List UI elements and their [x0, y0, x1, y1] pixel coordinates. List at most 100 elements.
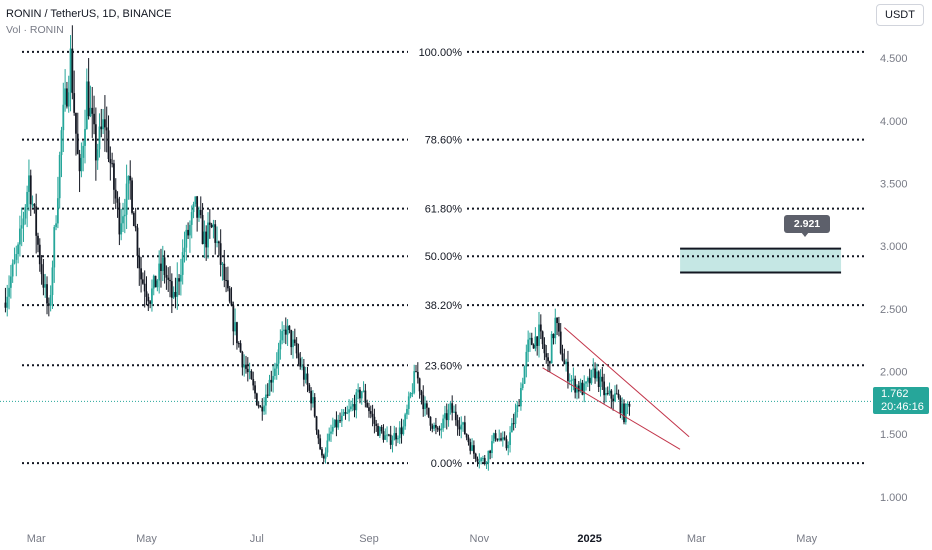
candle-body: [597, 371, 600, 387]
candle-body: [467, 437, 470, 443]
volume-indicator-label[interactable]: Vol · RONIN: [6, 24, 64, 36]
candle-body: [181, 252, 184, 275]
candle-body: [317, 430, 320, 439]
candle-body: [458, 426, 461, 430]
time-tick-label: May: [796, 533, 817, 545]
candle-body: [60, 130, 63, 156]
candle-body: [58, 155, 61, 199]
candle-body: [331, 426, 334, 432]
candle-body: [243, 364, 246, 368]
candle-body: [592, 368, 595, 371]
candle-body: [116, 198, 119, 203]
price-axis[interactable]: 4.500 4.000 3.500 3.000 2.500 2.000 1.500 1.000: [880, 53, 908, 504]
falling-wedge: [542, 327, 690, 450]
candle-body: [223, 263, 226, 281]
candle-body: [378, 427, 381, 436]
candle-body: [152, 275, 155, 289]
candle-body: [521, 383, 524, 389]
candle-body: [605, 393, 607, 396]
candle-body: [474, 453, 477, 459]
candle-body: [489, 450, 492, 454]
candle-body: [198, 209, 200, 218]
fib-level-label: 50.00%: [425, 251, 463, 263]
candle-body: [189, 224, 191, 236]
candle-body: [348, 409, 350, 413]
candle-body: [525, 351, 528, 367]
time-axis[interactable]: Mar May Jul Sep Nov 2025 Mar May: [27, 533, 818, 545]
candle-body: [340, 415, 343, 422]
last-price-value: 1.762: [881, 388, 909, 400]
candle-body: [534, 336, 537, 349]
candle-body: [339, 420, 341, 422]
candle-body: [530, 337, 533, 345]
candle-body: [344, 412, 347, 414]
candle-body: [469, 442, 472, 451]
candle-body: [53, 227, 56, 268]
candle-body: [359, 389, 361, 399]
candle-body: [73, 93, 76, 113]
candle-body: [216, 241, 218, 243]
candle-body: [539, 324, 542, 332]
price-tick-label: 2.500: [880, 304, 908, 316]
currency-button[interactable]: USDT: [876, 4, 924, 26]
candle-body: [565, 361, 568, 365]
candle-body: [237, 343, 240, 345]
candle-body: [261, 407, 264, 412]
candle-body: [127, 175, 130, 184]
candle-body: [389, 434, 392, 445]
candle-body: [574, 378, 577, 393]
candle-body: [132, 212, 135, 227]
candle-body: [321, 449, 323, 456]
time-tick-label: Mar: [27, 533, 46, 545]
candle-body: [140, 268, 142, 280]
candle-body: [402, 426, 405, 435]
candle-body: [179, 274, 182, 282]
candle-body: [435, 424, 437, 428]
candle-body: [24, 207, 27, 219]
candle-body: [203, 231, 206, 245]
candle-body: [342, 412, 345, 416]
candle-body: [143, 283, 146, 292]
candle-body: [104, 119, 106, 128]
candle-body: [386, 434, 388, 436]
candle-body: [145, 291, 148, 297]
candle-body: [252, 379, 255, 386]
candle-body: [451, 403, 454, 413]
candle-body: [91, 107, 94, 114]
candle-body: [245, 364, 247, 369]
fib-label-bg: [408, 248, 466, 264]
candle-body: [134, 226, 137, 228]
candle-body: [349, 406, 352, 410]
candle-body: [572, 378, 575, 381]
candle-body: [438, 429, 441, 431]
candle-body: [568, 380, 571, 382]
wedge-trendline: [563, 327, 690, 438]
candle-body: [239, 343, 242, 353]
candle-body: [454, 411, 457, 421]
candle-body: [208, 222, 211, 225]
fib-label-bg: [408, 43, 466, 59]
candle-body: [563, 360, 566, 365]
symbol-title[interactable]: RONIN / TetherUS, 1D, BINANCE: [6, 8, 172, 20]
candle-body: [246, 368, 249, 373]
fib-label-bg: [408, 455, 466, 471]
candle-body: [601, 376, 604, 382]
candle-body: [523, 366, 526, 384]
candle-body: [37, 235, 39, 245]
candle-body: [416, 371, 419, 379]
candle-body: [570, 380, 573, 382]
candle-body: [503, 437, 506, 440]
candle-body: [102, 119, 104, 130]
candle-body: [270, 379, 273, 383]
candle-body: [221, 263, 224, 265]
candle-body: [463, 422, 466, 434]
candle-body: [84, 128, 86, 146]
candle-body: [281, 330, 284, 341]
candle-body: [628, 403, 631, 407]
candle-body: [496, 438, 499, 441]
candle-body: [384, 435, 387, 440]
candle-body: [78, 153, 81, 172]
candle-body: [20, 225, 23, 229]
candle-body: [93, 113, 95, 125]
